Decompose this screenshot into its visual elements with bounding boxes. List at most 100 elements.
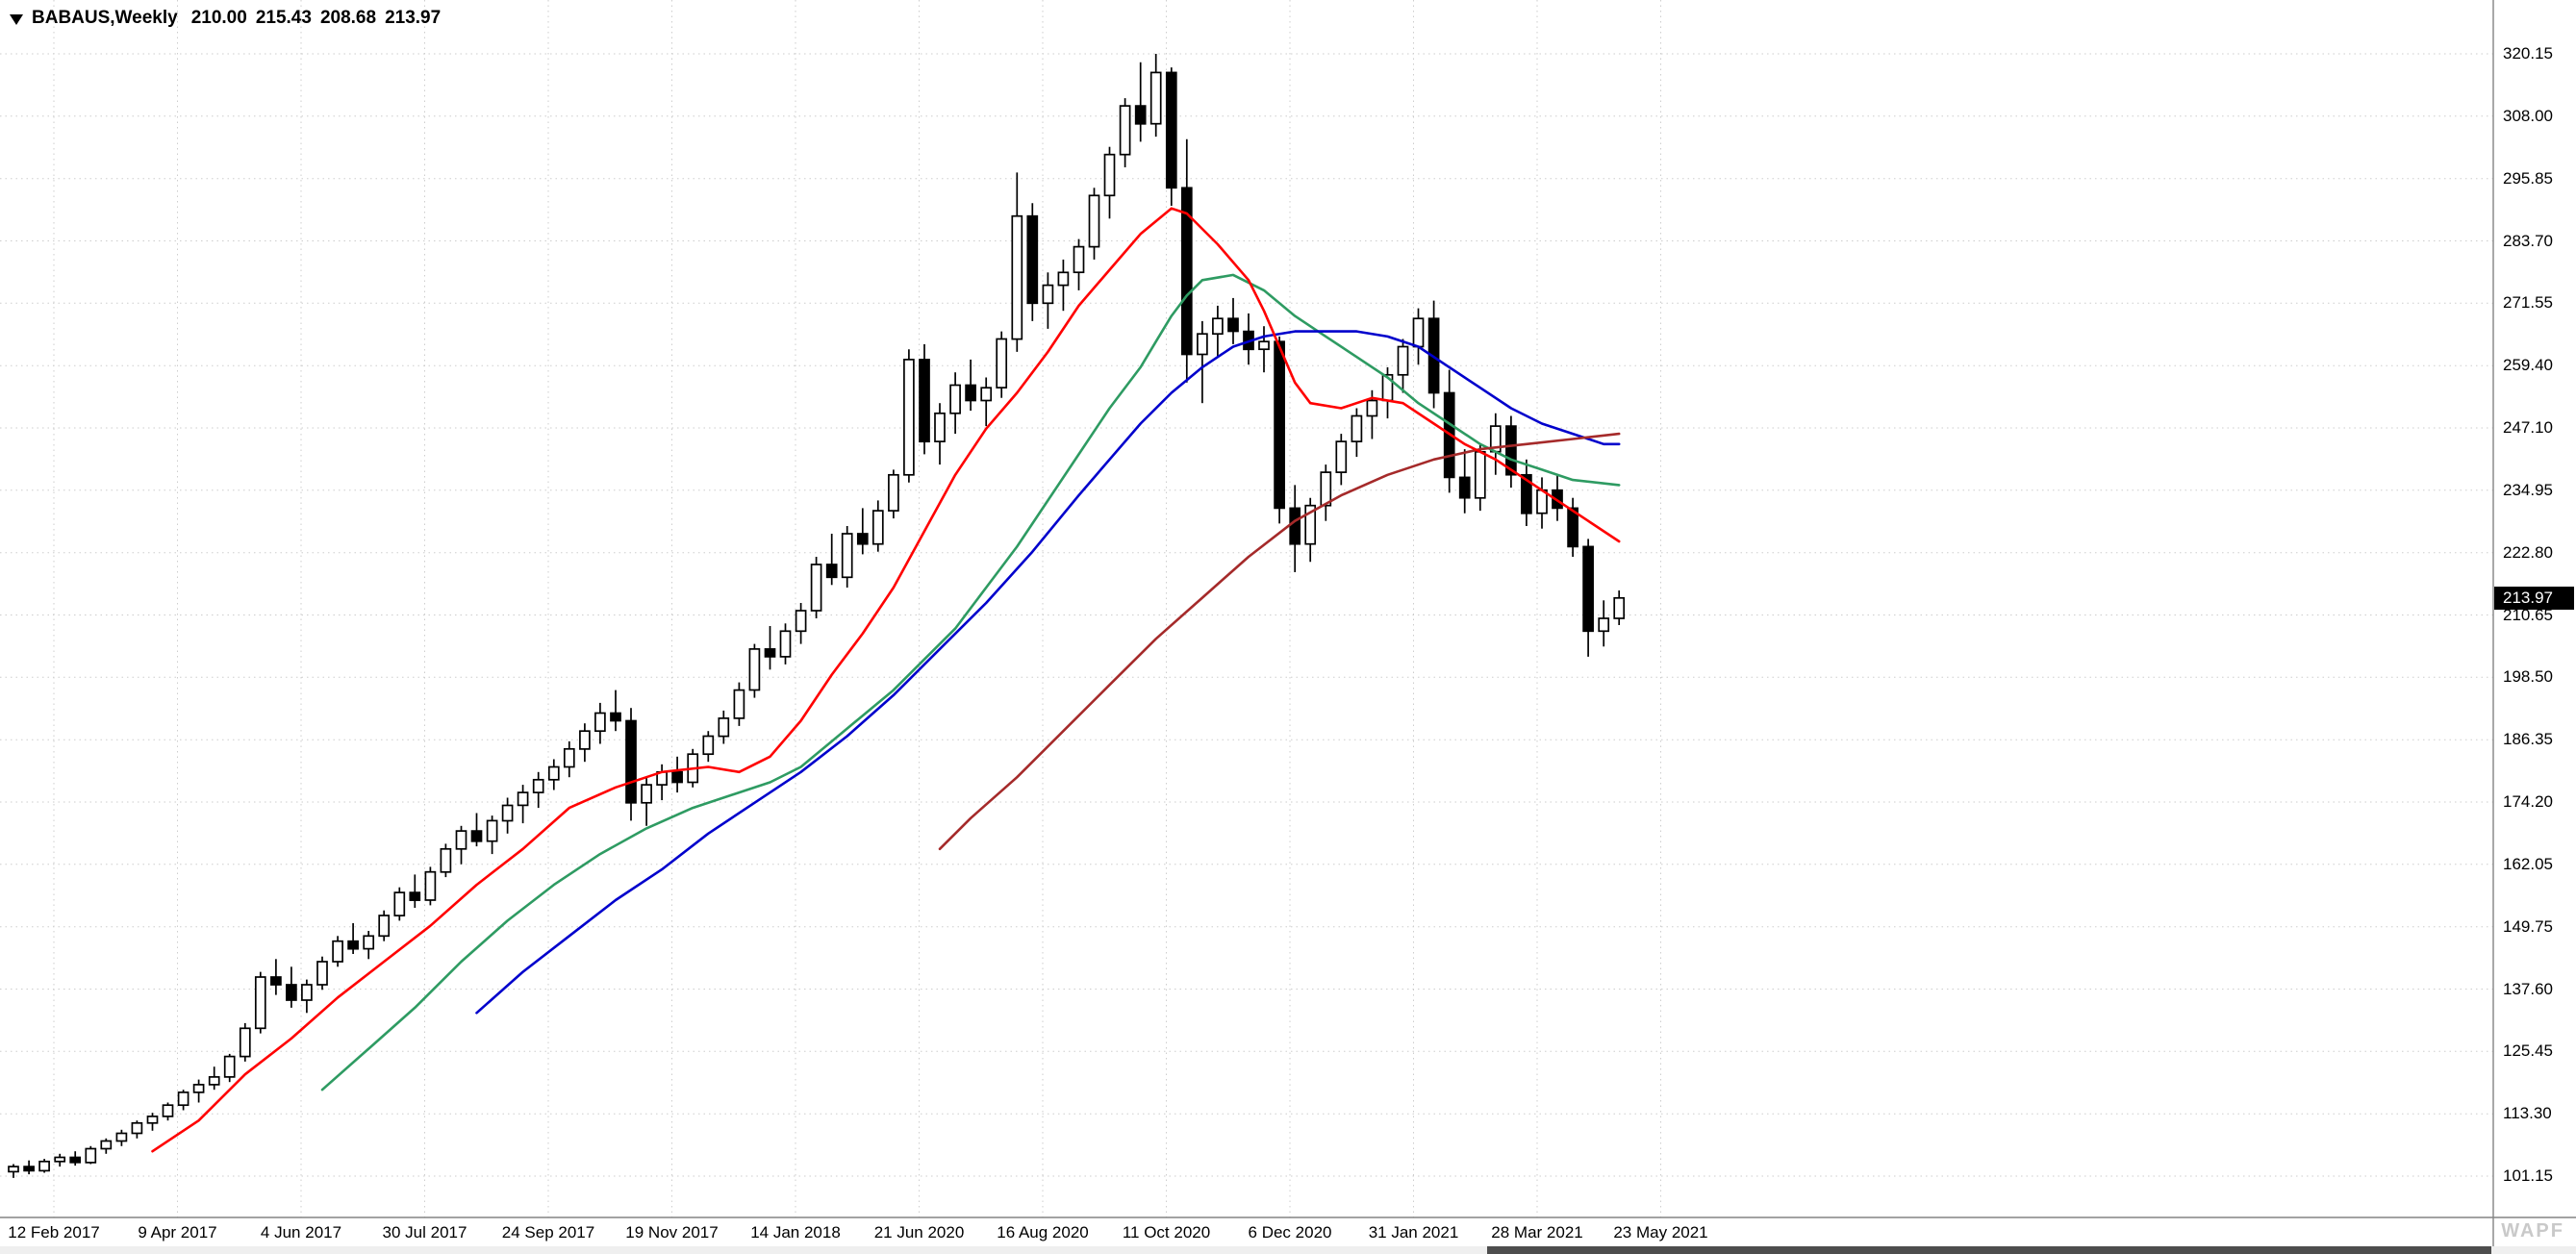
candle	[1103, 146, 1116, 219]
candle	[316, 956, 328, 991]
candle	[424, 866, 437, 906]
price-axis-label: 320.15	[2503, 44, 2553, 63]
candle	[115, 1129, 128, 1146]
candle	[919, 343, 930, 455]
candle	[1149, 54, 1162, 138]
candle	[871, 500, 884, 552]
candle	[223, 1053, 236, 1083]
price-axis-label: 234.95	[2503, 480, 2553, 499]
candle	[1057, 259, 1070, 312]
candle	[748, 643, 761, 698]
candle	[1335, 434, 1348, 486]
price-axis-label: 271.55	[2503, 293, 2553, 313]
candle	[949, 372, 961, 435]
ma-blue-line	[475, 330, 1621, 1015]
candle	[393, 887, 406, 921]
candle	[286, 966, 297, 1008]
candle	[409, 874, 421, 908]
candle	[1598, 600, 1610, 647]
open-value: 210.00	[190, 8, 247, 28]
candle	[270, 959, 282, 995]
candle	[146, 1113, 159, 1131]
price-axis-label: 295.85	[2503, 168, 2553, 188]
candle	[192, 1079, 205, 1103]
price-axis-label: 113.30	[2503, 1104, 2552, 1123]
candle	[1042, 272, 1054, 329]
price-axis[interactable]: 320.15 308.00 295.85 283.70 271.55 259.40 247.…	[2493, 0, 2576, 1246]
candle	[1119, 98, 1131, 167]
candle	[594, 702, 606, 744]
ma-maroon-line	[938, 432, 1621, 851]
candle	[1458, 449, 1471, 514]
candle	[378, 910, 391, 941]
candle	[702, 731, 715, 763]
candle	[641, 777, 652, 826]
candle	[841, 526, 853, 588]
candle	[965, 359, 976, 412]
candle	[1536, 477, 1548, 529]
time-axis-label: 28 Mar 2021	[1491, 1223, 1583, 1241]
price-axis-label: 137.60	[2503, 979, 2553, 998]
price-axis-label: 222.80	[2503, 542, 2553, 562]
candle	[455, 825, 467, 865]
price-axis-label: 283.70	[2503, 231, 2553, 250]
candle	[934, 403, 946, 465]
time-axis-label: 4 Jun 2017	[260, 1223, 342, 1241]
candle	[1397, 339, 1409, 393]
time-axis-label: 24 Sep 2017	[501, 1223, 595, 1241]
price-axis-label: 198.50	[2503, 667, 2553, 687]
candle	[1489, 413, 1502, 475]
candle	[131, 1120, 143, 1139]
time-axis-label: 14 Jan 2018	[750, 1223, 841, 1241]
candle	[177, 1090, 189, 1111]
candle	[1582, 539, 1594, 657]
candle	[795, 603, 807, 644]
price-axis-label: 162.05	[2503, 854, 2553, 873]
candle	[1289, 485, 1301, 572]
price-axis-label: 101.15	[2503, 1166, 2553, 1185]
price-axis-label: 247.10	[2503, 418, 2553, 437]
candle	[1412, 308, 1425, 365]
ma-red-line	[151, 207, 1621, 1153]
candle	[903, 349, 915, 483]
candle	[1073, 238, 1085, 290]
candle	[1180, 138, 1193, 383]
candle	[1613, 590, 1626, 625]
time-axis-label: 12 Feb 2017	[8, 1223, 100, 1241]
price-axis-label: 259.40	[2503, 356, 2553, 375]
candle	[38, 1159, 50, 1173]
candle	[1258, 326, 1270, 373]
candle	[347, 923, 359, 954]
candle	[1212, 305, 1224, 358]
candle	[980, 377, 993, 427]
price-axis-label: 149.75	[2503, 916, 2553, 936]
candle	[1351, 408, 1363, 458]
candle	[8, 1164, 19, 1178]
price-axis-label: 210.65	[2503, 605, 2553, 624]
candle	[671, 756, 683, 793]
time-axis[interactable]: 12 Feb 2017 9 Apr 2017 4 Jun 2017 30 Jul 20…	[0, 1217, 2493, 1246]
candle	[54, 1153, 66, 1167]
candle	[1505, 415, 1517, 489]
candle	[1011, 172, 1023, 352]
scrollbar-thumb[interactable]	[1487, 1246, 2491, 1254]
high-value: 215.43	[255, 8, 312, 28]
candle	[1088, 188, 1100, 260]
candle	[1134, 62, 1147, 142]
low-value: 208.68	[319, 8, 377, 28]
candle	[718, 710, 730, 744]
horizontal-scrollbar[interactable]	[0, 1246, 2576, 1254]
watermark: WAPF	[2501, 1220, 2564, 1241]
candle	[764, 626, 776, 670]
symbol-marker-icon	[10, 13, 23, 25]
price-axis-label: 125.45	[2503, 1041, 2553, 1061]
candle	[1227, 297, 1239, 344]
candle	[532, 771, 544, 809]
candle	[363, 931, 375, 960]
price-axis-label: 308.00	[2503, 106, 2553, 125]
price-axis-label: 186.35	[2503, 730, 2553, 749]
time-axis-label: 9 Apr 2017	[138, 1223, 217, 1241]
chart-header: BABAUS,Weekly 210.00 215.43 208.68 213.9…	[10, 8, 441, 29]
candle	[625, 708, 637, 821]
